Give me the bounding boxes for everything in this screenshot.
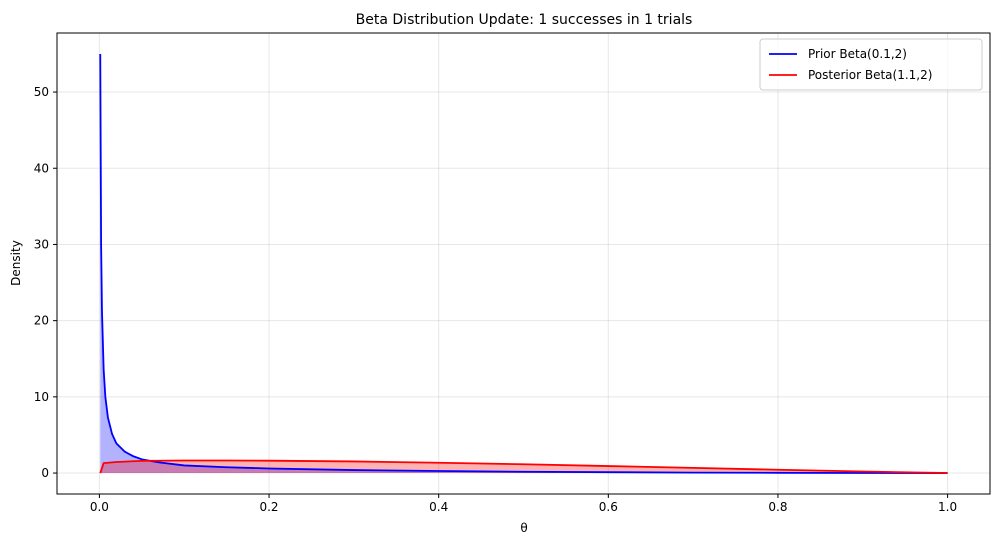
- series-line-1: [99, 459, 948, 474]
- series-lines: [99, 53, 948, 474]
- y-tick-label: 10: [34, 390, 49, 404]
- y-tick-label: 40: [34, 161, 49, 175]
- y-axis: 0 10 20 30 40 50: [34, 85, 57, 480]
- legend: Prior Beta(0.1,2) Posterior Beta(1.1,2): [759, 38, 983, 91]
- y-tick-label: 50: [34, 85, 49, 99]
- x-tick-label: 0.8: [768, 500, 787, 514]
- legend-label: Prior Beta(0.1,2): [808, 47, 907, 61]
- plot-frame: [56, 32, 991, 495]
- x-tick-label: 0.4: [429, 500, 448, 514]
- y-tick-label: 30: [34, 237, 49, 251]
- x-axis-title: θ: [520, 521, 527, 535]
- legend-label: Posterior Beta(1.1,2): [808, 68, 932, 82]
- x-tick-label: 1.0: [938, 500, 957, 514]
- x-tick-label: 0.6: [599, 500, 618, 514]
- y-tick-label: 0: [41, 466, 49, 480]
- y-axis-title: Density: [9, 240, 23, 286]
- y-tick-label: 20: [34, 314, 49, 328]
- x-tick-label: 0.0: [90, 500, 109, 514]
- series-line-0: [99, 53, 948, 474]
- x-axis: 0.0 0.2 0.4 0.6 0.8 1.0: [90, 494, 957, 514]
- x-tick-label: 0.2: [259, 500, 278, 514]
- legend-box: [759, 38, 983, 91]
- chart-title: Beta Distribution Update: 1 successes in…: [356, 12, 693, 28]
